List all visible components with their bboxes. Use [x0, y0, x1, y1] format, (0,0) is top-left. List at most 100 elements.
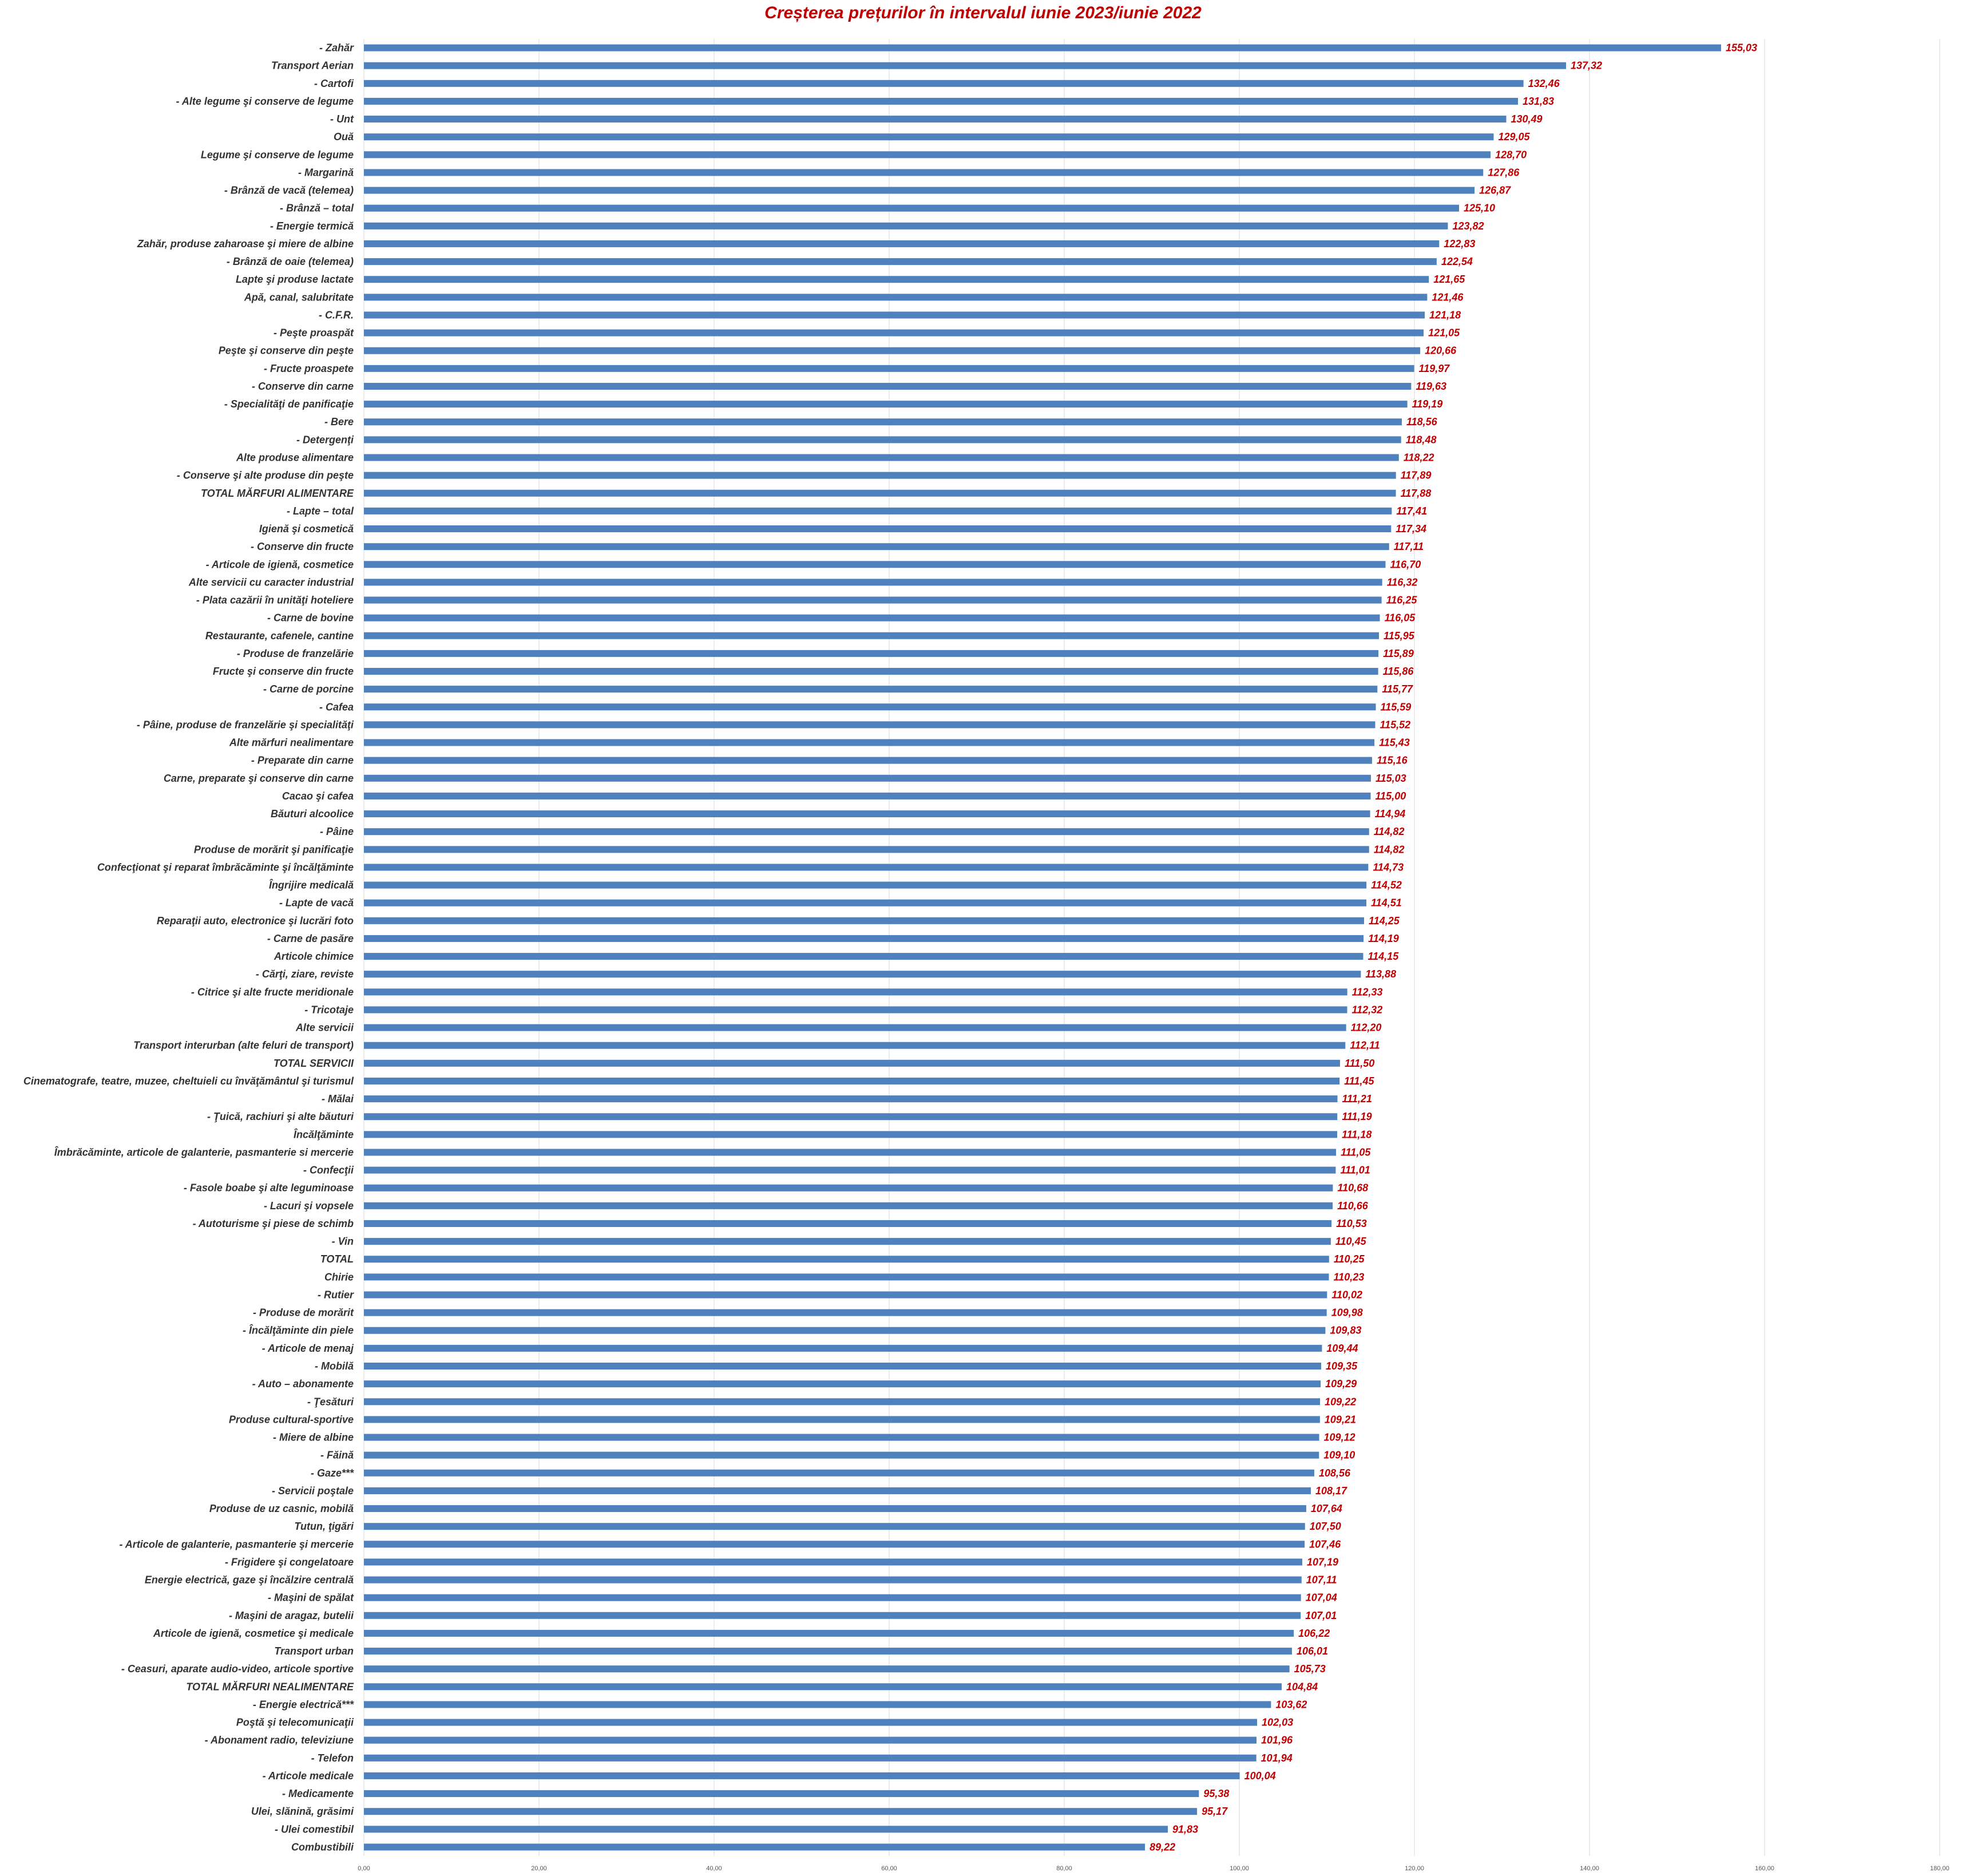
bar [364, 1612, 1301, 1619]
value-label: 114,51 [1371, 897, 1402, 909]
bar [364, 543, 1389, 551]
category-label: Încălţăminte [294, 1128, 354, 1140]
category-label: - Medicamente [282, 1788, 354, 1799]
bar [364, 347, 1421, 354]
value-label: 111,05 [1341, 1146, 1371, 1158]
category-label: TOTAL SERVICII [274, 1058, 354, 1069]
value-label: 107,64 [1311, 1503, 1342, 1514]
value-label: 119,63 [1416, 381, 1446, 392]
bar [364, 1790, 1199, 1798]
bar [364, 739, 1375, 746]
value-label: 122,54 [1441, 256, 1473, 267]
category-label: - Auto – abonamente [252, 1378, 354, 1390]
category-label: - Preparate din carne [251, 755, 354, 766]
value-label: 109,98 [1331, 1307, 1363, 1319]
bar [364, 1291, 1327, 1299]
value-label: 115,43 [1379, 737, 1410, 749]
category-label: - Maşini de aragaz, butelii [229, 1610, 354, 1621]
value-label: 123,82 [1452, 220, 1484, 232]
category-label: - Frigidere şi congelatoare [225, 1556, 354, 1568]
bar [364, 668, 1378, 675]
bar [364, 1077, 1340, 1085]
value-label: 115,00 [1376, 790, 1406, 802]
value-label: 108,17 [1315, 1485, 1347, 1497]
category-label: Lapte şi produse lactate [236, 274, 354, 285]
bar [364, 1220, 1332, 1227]
value-label: 110,02 [1331, 1289, 1362, 1300]
x-tick-label: 100,00 [1230, 1865, 1249, 1872]
category-labels: - Zahăr Transport Aerian - Cartofi - Alte l… [23, 42, 354, 1853]
category-label: Cacao şi cafea [282, 790, 354, 802]
bar [364, 1451, 1319, 1459]
category-label: - Tricotaje [304, 1004, 354, 1015]
bar [364, 401, 1408, 408]
category-label: Ulei, slănină, grăsimi [251, 1806, 354, 1817]
x-tick-label: 20,00 [531, 1865, 547, 1872]
bar [364, 1701, 1271, 1708]
category-label: Peşte şi conserve din peşte [219, 345, 354, 357]
category-label: - Conserve şi alte produse din peşte [177, 470, 354, 481]
value-label: 121,05 [1428, 327, 1460, 339]
value-label: 110,25 [1334, 1253, 1365, 1265]
category-label: Alte produse alimentare [236, 452, 354, 463]
value-label: 129,05 [1498, 131, 1530, 143]
bar [364, 828, 1369, 836]
bar [364, 988, 1347, 996]
value-label: 109,35 [1326, 1360, 1358, 1372]
bar [364, 44, 1721, 52]
category-label: - Produse de morărit [253, 1307, 354, 1319]
bar [364, 1754, 1257, 1762]
value-label: 112,11 [1350, 1040, 1380, 1051]
bar [364, 810, 1370, 818]
value-label: 103,62 [1275, 1699, 1307, 1710]
category-label: - Abonament radio, televiziune [205, 1735, 354, 1746]
bar [364, 525, 1392, 533]
bar [364, 1843, 1145, 1851]
value-label: 131,83 [1523, 96, 1554, 107]
category-label: Transport Aerian [271, 60, 354, 72]
category-label: - Confecţii [303, 1165, 354, 1176]
category-label: - Energie electrică*** [253, 1699, 354, 1710]
category-label: Îmbrăcăminte, articole de galanterie, pa… [54, 1146, 354, 1158]
category-label: - Detergenţi [296, 434, 354, 445]
bar [364, 489, 1396, 497]
value-label: 119,19 [1412, 398, 1443, 410]
value-label: 95,38 [1203, 1788, 1229, 1799]
bar [364, 1487, 1311, 1494]
category-label: Ouă [334, 131, 354, 143]
value-label: 105,73 [1294, 1663, 1326, 1675]
value-label: 89,22 [1150, 1841, 1175, 1853]
bar [364, 1059, 1340, 1067]
category-label: - Alte legume şi conserve de legume [176, 96, 354, 107]
bar [364, 899, 1367, 907]
value-label: 125,10 [1464, 203, 1495, 214]
gridlines [363, 39, 1940, 1856]
category-label: - Gaze*** [311, 1467, 354, 1479]
category-label: - Cartofi [314, 78, 354, 89]
bar [364, 1024, 1346, 1031]
value-label: 121,46 [1432, 291, 1464, 303]
bar [364, 1256, 1329, 1263]
value-label: 101,96 [1261, 1735, 1293, 1746]
value-label: 110,53 [1336, 1218, 1367, 1229]
category-label: - Încălţăminte din piele [243, 1324, 354, 1336]
value-label: 115,89 [1383, 648, 1414, 659]
x-tick-label: 0,00 [358, 1865, 370, 1872]
category-label: Alte servicii cu caracter industrial [188, 576, 354, 588]
bar [364, 1362, 1322, 1370]
value-label: 115,03 [1376, 773, 1406, 784]
category-label: Confecţionat şi reparat îmbrăcăminte şi … [97, 861, 354, 873]
bar [364, 596, 1382, 604]
x-tick-label: 120,00 [1405, 1865, 1424, 1872]
value-label: 116,25 [1386, 595, 1418, 606]
bar [364, 62, 1566, 69]
bar [364, 881, 1367, 889]
value-label: 132,46 [1528, 78, 1560, 89]
value-label: 110,68 [1337, 1182, 1368, 1194]
bar [364, 846, 1369, 853]
bar [364, 757, 1372, 764]
bar [364, 204, 1460, 212]
category-label: Produse de morărit şi panificaţie [194, 844, 354, 855]
bar [364, 97, 1518, 105]
